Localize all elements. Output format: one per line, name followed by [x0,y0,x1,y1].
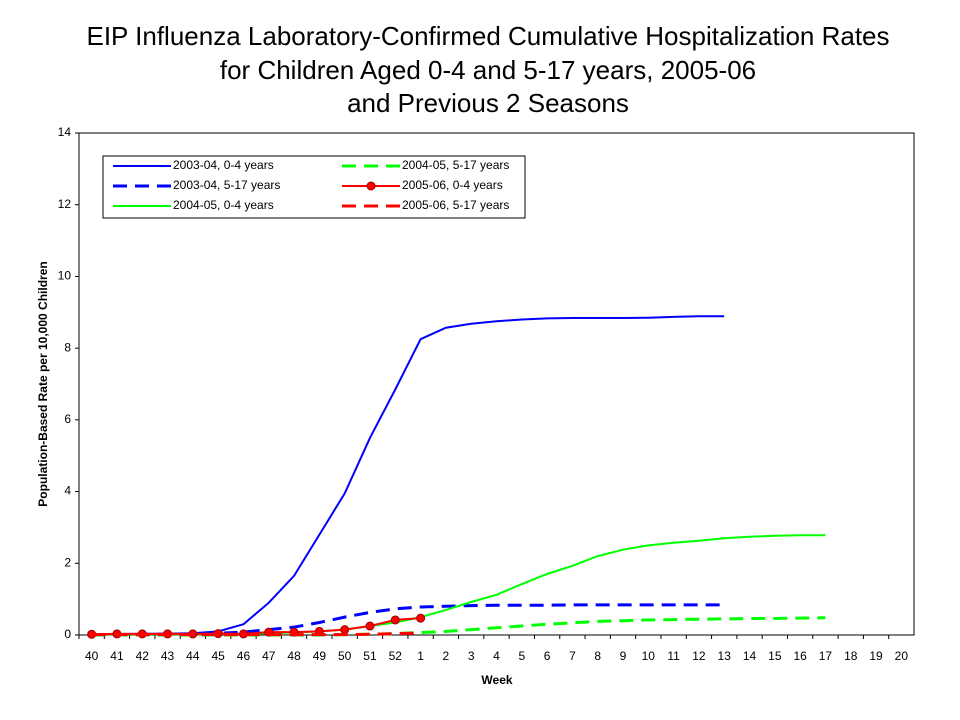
x-tick-label: 17 [819,649,833,663]
x-tick-label: 48 [287,649,301,663]
x-tick-label: 40 [85,649,99,663]
x-tick-label: 18 [844,649,858,663]
x-tick-label: 52 [389,649,403,663]
legend-label: 2005-06, 5-17 years [402,198,509,212]
series-line [91,603,725,637]
series-marker [390,615,400,625]
plot-frame [78,132,915,636]
x-tick-label: 20 [895,649,909,663]
y-tick-label: 6 [64,412,71,426]
chart-title: and Previous 2 Seasons [347,88,629,118]
y-tick-label: 2 [64,555,71,569]
series-line [91,631,421,637]
x-tick-label: 49 [313,649,327,663]
series-marker [340,625,350,635]
x-tick-label: 8 [594,649,601,663]
x-tick-label: 44 [186,649,200,663]
x-tick-label: 11 [667,649,680,663]
x-tick-label: 5 [518,649,525,663]
series-marker [365,621,375,631]
x-tick-label: 3 [468,649,475,663]
chart-title: EIP Influenza Laboratory-Confirmed Cumul… [86,21,889,51]
series-line [91,315,725,636]
y-tick-label: 0 [64,627,71,641]
x-tick-label: 1 [417,649,424,663]
series-marker [416,613,426,623]
x-tick-label: 42 [136,649,150,663]
x-tick-label: 4 [493,649,500,663]
y-tick-label: 10 [58,269,72,283]
x-tick-label: 13 [718,649,732,663]
x-tick-label: 9 [620,649,627,663]
x-tick-label: 7 [569,649,576,663]
legend-box [102,155,526,219]
x-tick-label: 10 [642,649,656,663]
x-tick-label: 6 [544,649,551,663]
legend-label: 2003-04, 0-4 years [173,158,274,172]
legend-label: 2004-05, 5-17 years [402,158,509,172]
x-tick-label: 14 [743,649,757,663]
x-tick-label: 41 [110,649,124,663]
legend-label: 2005-06, 0-4 years [402,178,503,192]
x-tick-label: 12 [692,649,706,663]
y-axis-label: Population-Based Rate per 10,000 Childre… [36,261,50,506]
x-tick-label: 45 [211,649,225,663]
x-tick-label: 16 [793,649,807,663]
x-tick-label: 19 [869,649,883,663]
x-tick-label: 47 [262,649,276,663]
x-tick-label: 50 [338,649,352,663]
x-tick-label: 43 [161,649,175,663]
chart-title: for Children Aged 0-4 and 5-17 years, 20… [220,55,756,85]
x-tick-label: 46 [237,649,251,663]
legend-label: 2003-04, 5-17 years [173,178,280,192]
x-axis-label: Week [481,673,512,687]
y-tick-label: 12 [58,197,72,211]
x-tick-label: 15 [768,649,782,663]
y-tick-label: 4 [64,484,71,498]
x-tick-label: 51 [363,649,377,663]
y-tick-label: 14 [58,125,72,139]
legend-label: 2004-05, 0-4 years [173,198,274,212]
y-tick-label: 8 [64,340,71,354]
x-tick-label: 2 [443,649,450,663]
legend-marker [366,181,376,191]
